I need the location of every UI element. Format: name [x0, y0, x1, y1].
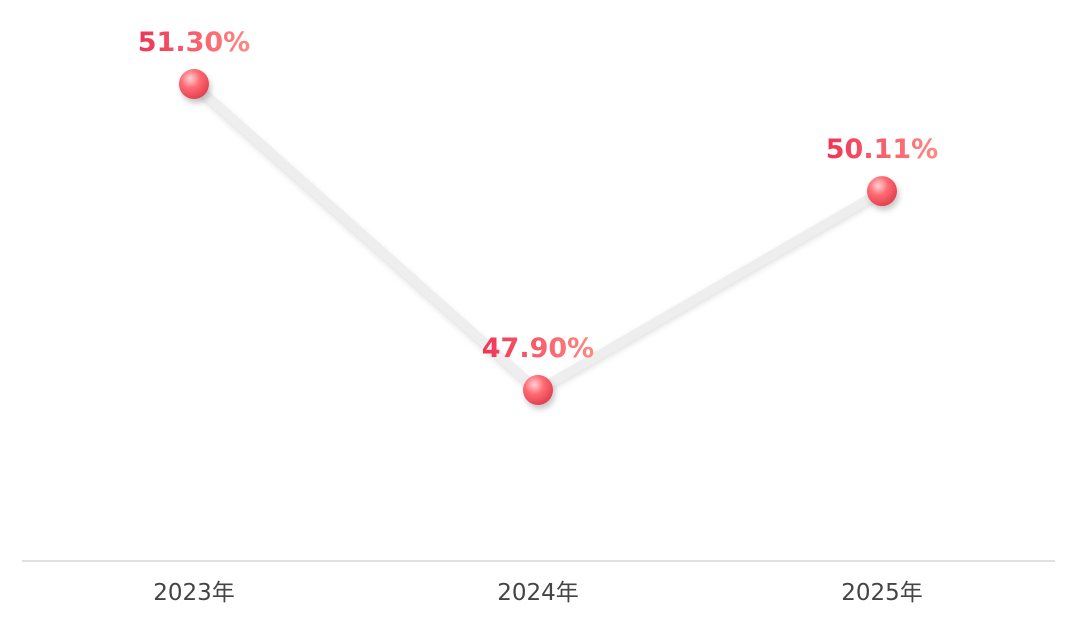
data-point-marker[interactable] — [179, 69, 209, 99]
data-point-marker[interactable] — [523, 375, 553, 405]
data-label: 51.30% — [138, 27, 250, 58]
data-point-marker[interactable] — [867, 176, 897, 207]
x-axis: 2023年 2024年 2025年 — [22, 560, 1055, 606]
series-layer: 51.30% 47.90% 50.11% — [138, 27, 938, 405]
x-tick-label: 2024年 — [497, 580, 579, 606]
data-label: 47.90% — [482, 333, 594, 364]
x-tick-label: 2025年 — [841, 580, 923, 606]
x-tick-label: 2023年 — [153, 580, 235, 606]
data-label: 50.11% — [826, 134, 938, 165]
